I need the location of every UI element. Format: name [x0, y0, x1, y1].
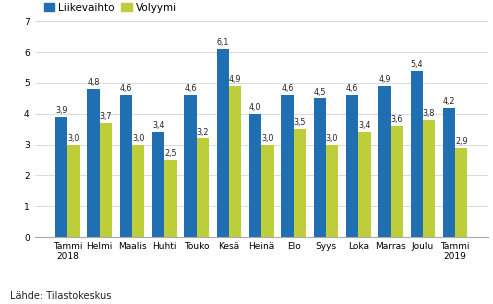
- Text: 3,4: 3,4: [152, 121, 164, 130]
- Bar: [249, 114, 261, 237]
- Text: 3,0: 3,0: [68, 134, 80, 143]
- Text: Lähde: Tilastokeskus: Lähde: Tilastokeskus: [10, 291, 111, 301]
- Bar: [55, 117, 68, 237]
- Text: 3,7: 3,7: [100, 112, 112, 121]
- Bar: [184, 95, 197, 237]
- Text: 4,2: 4,2: [443, 97, 455, 106]
- Bar: [217, 49, 229, 237]
- Text: 6,1: 6,1: [216, 38, 229, 47]
- Bar: [390, 126, 403, 237]
- Bar: [358, 132, 371, 237]
- Legend: Liikevaihto, Volyymi: Liikevaihto, Volyymi: [40, 0, 181, 17]
- Bar: [411, 71, 423, 237]
- Bar: [132, 145, 144, 237]
- Bar: [229, 86, 241, 237]
- Bar: [346, 95, 358, 237]
- Bar: [152, 132, 164, 237]
- Text: 4,6: 4,6: [282, 85, 294, 93]
- Text: 4,6: 4,6: [120, 85, 132, 93]
- Text: 3,8: 3,8: [423, 109, 435, 118]
- Bar: [443, 108, 455, 237]
- Bar: [294, 129, 306, 237]
- Text: 2,5: 2,5: [164, 149, 177, 158]
- Text: 4,5: 4,5: [314, 88, 326, 96]
- Bar: [164, 160, 176, 237]
- Bar: [68, 145, 80, 237]
- Text: 4,9: 4,9: [229, 75, 242, 84]
- Bar: [314, 98, 326, 237]
- Text: 3,6: 3,6: [390, 115, 403, 124]
- Bar: [197, 138, 209, 237]
- Text: 3,0: 3,0: [261, 134, 274, 143]
- Text: 4,6: 4,6: [346, 85, 358, 93]
- Bar: [326, 145, 338, 237]
- Text: 3,5: 3,5: [293, 118, 306, 127]
- Bar: [120, 95, 132, 237]
- Bar: [100, 123, 112, 237]
- Bar: [282, 95, 294, 237]
- Bar: [87, 89, 100, 237]
- Text: 3,0: 3,0: [326, 134, 338, 143]
- Bar: [423, 120, 435, 237]
- Text: 3,4: 3,4: [358, 121, 371, 130]
- Text: 3,0: 3,0: [132, 134, 144, 143]
- Text: 3,9: 3,9: [55, 106, 68, 115]
- Text: 4,9: 4,9: [378, 75, 390, 84]
- Text: 4,8: 4,8: [87, 78, 100, 87]
- Bar: [378, 86, 390, 237]
- Text: 4,0: 4,0: [249, 103, 261, 112]
- Bar: [455, 148, 467, 237]
- Text: 4,6: 4,6: [184, 85, 197, 93]
- Text: 3,2: 3,2: [197, 128, 209, 136]
- Text: 2,9: 2,9: [455, 137, 468, 146]
- Bar: [261, 145, 274, 237]
- Text: 5,4: 5,4: [411, 60, 423, 69]
